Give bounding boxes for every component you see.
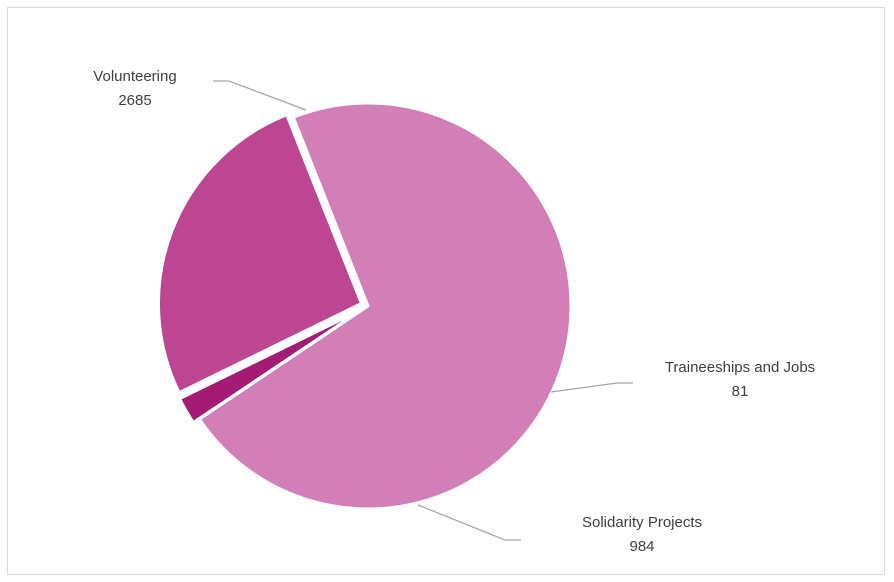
slice-traineeships-and-jobs xyxy=(178,307,364,425)
leader-line-solidarity xyxy=(417,504,521,541)
leader-lines xyxy=(213,80,633,541)
leader-line-traineeships xyxy=(550,382,633,393)
pie-slices xyxy=(156,101,573,511)
label-volunteering-name: Volunteering xyxy=(93,68,176,85)
label-volunteering-value: 2685 xyxy=(118,92,151,109)
slice-volunteering xyxy=(197,101,573,511)
leader-line-volunteering xyxy=(213,80,307,111)
label-traineeships-value: 81 xyxy=(732,383,749,400)
label-solidarity-name: Solidarity Projects xyxy=(582,514,702,531)
label-solidarity-value: 984 xyxy=(629,538,654,555)
label-traineeships-name: Traineeships and Jobs xyxy=(665,359,815,376)
slice-solidarity-projects xyxy=(156,113,363,395)
